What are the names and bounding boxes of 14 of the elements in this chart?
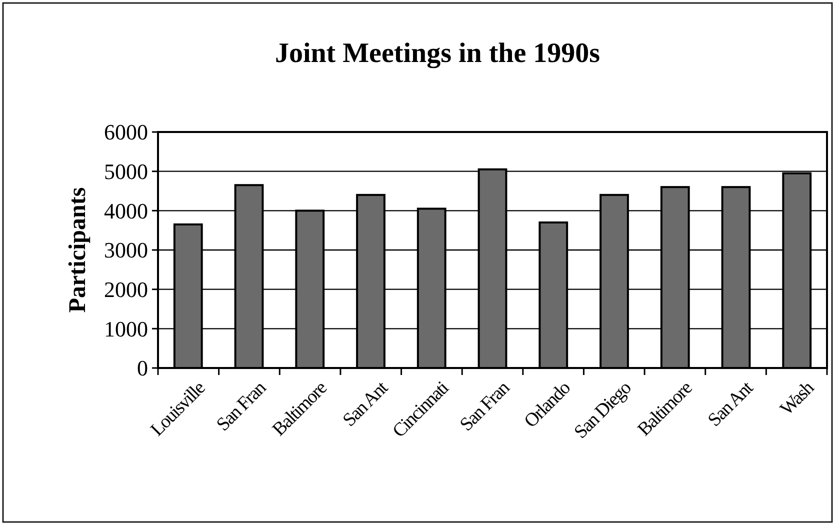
x-tick-label: San Fran (456, 377, 514, 436)
y-tick-label: 1000 (104, 316, 148, 342)
y-tick-label: 3000 (104, 238, 148, 263)
y-tick-label: 4000 (104, 198, 148, 224)
x-tick-label: San Fran (212, 377, 272, 436)
y-tick-label: 5000 (104, 159, 148, 184)
chart-title: Joint Meetings in the 1990s (274, 38, 600, 69)
y-axis-title: Participants (65, 187, 91, 313)
x-tick-label: San Ant (704, 376, 758, 431)
y-tick-label: 2000 (104, 277, 148, 302)
x-tick-label: San Ant (338, 376, 393, 431)
y-tick-label: 0 (137, 356, 148, 381)
x-tick-label: Wash (776, 377, 819, 420)
y-tick-label: 6000 (104, 120, 148, 145)
